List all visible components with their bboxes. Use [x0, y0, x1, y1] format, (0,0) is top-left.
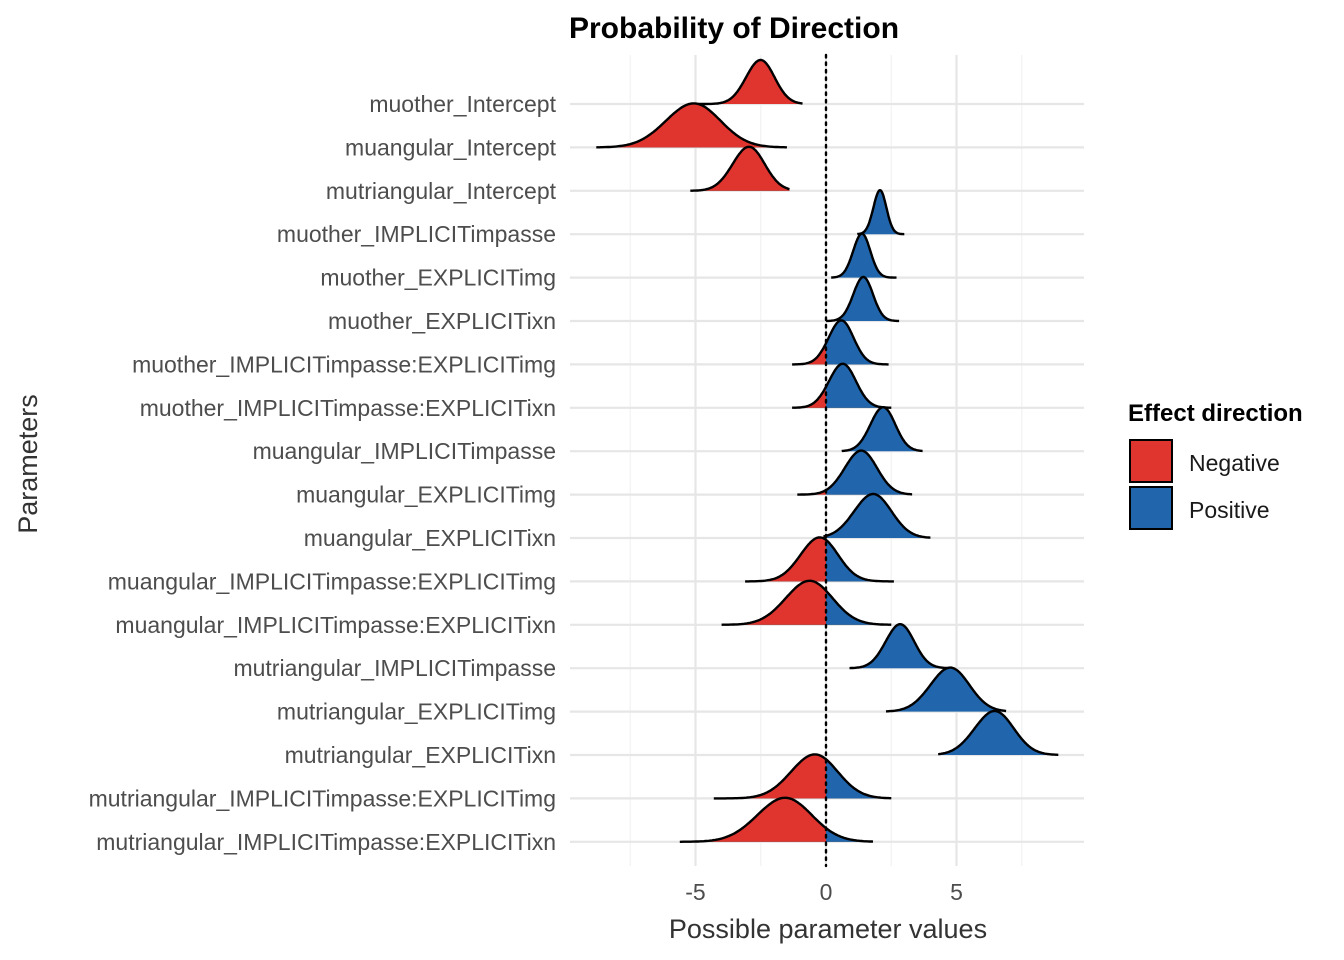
legend-swatch-negative [1129, 439, 1173, 483]
y-tick-label: muother_IMPLICITimpasse:EXPLICITixn [140, 395, 556, 421]
ridge-area-negative [596, 103, 787, 148]
y-tick-label: mutriangular_EXPLICITixn [285, 742, 556, 768]
x-tick-label: -5 [685, 879, 705, 905]
ridge-mutriangular_Intercept [689, 145, 790, 192]
chart-title: Probability of Direction [569, 12, 899, 45]
x-tick-label: 0 [820, 879, 833, 905]
ridge-area-positive [857, 190, 905, 235]
ridge-outline [825, 275, 900, 323]
y-tick-label: muangular_Intercept [345, 134, 557, 160]
ridge-area-negative [690, 146, 790, 191]
x-axis-title: Possible parameter values [669, 914, 987, 944]
ridge-outline [791, 362, 892, 409]
ridge-mutriangular_IMPLICITimpasse [849, 623, 952, 670]
ridge-muother_IMPLICITimpasse:EXPLICITixn [791, 362, 892, 409]
ridge-outline [713, 753, 892, 800]
ridge-muangular_IMPLICITimpasse:EXPLICITixn [721, 579, 892, 626]
ridge-muother_EXPLICITimg [830, 232, 898, 279]
y-tick-label: muangular_IMPLICITimpasse:EXPLICITixn [115, 612, 556, 638]
ridge-mutriangular_IMPLICITimpasse:EXPLICITixn [679, 796, 874, 843]
ridge-area-positive [826, 494, 931, 538]
ridge-muother_IMPLICITimpasse:EXPLICITimg [791, 319, 889, 366]
ridge-muother_IMPLICITimpasse [856, 189, 906, 236]
ridge-muangular_IMPLICITimpasse:EXPLICITimg [745, 536, 894, 583]
ridge-outline [745, 536, 894, 583]
legend-title: Effect direction [1128, 400, 1303, 427]
ridge-mutriangular_IMPLICITimpasse:EXPLICITimg [713, 753, 892, 800]
ridge-muangular_EXPLICITixn [823, 492, 931, 539]
y-axis-tick-labels: muother_Intercept muangular_Interceptmutr… [89, 91, 557, 855]
ridge-area-negative [721, 580, 826, 625]
ridge-outline [885, 666, 1007, 713]
ridge-area-positive [826, 363, 892, 408]
ridge-outline [679, 796, 874, 843]
ridge-outline [823, 492, 931, 539]
ridge-area-positive [826, 590, 892, 625]
ridge-mutriangular_EXPLICITixn [938, 709, 1059, 756]
ridge-area-positive [886, 667, 1007, 712]
legend-swatch-positive [1129, 486, 1173, 530]
ridge-area-positive [849, 624, 952, 669]
ridge-muother_Intercept [697, 58, 803, 106]
ridge-outline [791, 319, 889, 366]
y-tick-label: muangular_EXPLICITimg [296, 482, 556, 508]
ridge-outline [830, 232, 898, 279]
ridge-outline [938, 709, 1059, 756]
y-tick-label: muother_EXPLICITimg [320, 265, 556, 291]
ridge-outline [689, 145, 790, 192]
ridge-area-positive [826, 828, 873, 842]
y-tick-label: muother_EXPLICITixn [328, 308, 556, 334]
ridge-outline [697, 58, 803, 106]
y-axis-title: Parameters [13, 394, 43, 534]
ridge-area-positive [826, 539, 894, 582]
ridge-area-positive [826, 759, 892, 799]
y-tick-label: muangular_IMPLICITimpasse:EXPLICITimg [108, 568, 556, 594]
ridge-area-positive [841, 407, 923, 452]
ridge-outline [856, 189, 906, 236]
y-tick-label: muother_IMPLICITimpasse:EXPLICITimg [132, 351, 556, 377]
y-tick-label: mutriangular_IMPLICITimpasse:EXPLICITimg [89, 785, 556, 811]
y-tick-label: mutriangular_IMPLICITimpasse:EXPLICITixn [96, 829, 556, 855]
y-tick-label: muangular_IMPLICITimpasse [253, 438, 556, 464]
ridge-muangular_IMPLICITimpasse [841, 406, 924, 453]
ridge-muangular_Intercept [596, 102, 787, 149]
ridge-area-positive [831, 233, 897, 278]
ridge-area-negative [792, 343, 826, 365]
y-tick-label: mutriangular_IMPLICITimpasse [233, 655, 556, 681]
ridge-mutriangular_EXPLICITimg [885, 666, 1007, 713]
ridge-outline [841, 406, 924, 453]
legend-label-positive: Positive [1189, 497, 1270, 523]
legend-label-negative: Negative [1189, 450, 1280, 476]
legend: Effect direction Negative Positive [1128, 400, 1303, 530]
ridge-area-positive [826, 320, 889, 365]
ridge-outline [721, 579, 892, 626]
y-tick-label: mutriangular_EXPLICITimg [277, 699, 556, 725]
y-tick-label: muangular_EXPLICITixn [304, 525, 556, 551]
ridge-outline [797, 449, 913, 496]
x-axis-tick-labels: -5 0 5 [685, 879, 963, 905]
ridge-area-negative [792, 386, 826, 408]
ridge-area-positive [826, 450, 913, 495]
ridge-outline [849, 623, 952, 670]
x-tick-label: 5 [950, 879, 963, 905]
ridge-area-negative [745, 537, 826, 582]
density-ridges [596, 58, 1059, 843]
ridge-area-positive [826, 277, 900, 321]
ridge-muangular_EXPLICITimg [797, 449, 913, 496]
ridge-area-positive [938, 711, 1059, 755]
ridge-outline [596, 102, 787, 149]
y-tick-label: muother_IMPLICITimpasse [277, 221, 556, 247]
ridge-muother_EXPLICITixn [825, 275, 900, 323]
y-tick-label: mutriangular_Intercept [326, 178, 557, 204]
y-tick-label: muother_Intercept [369, 91, 556, 117]
ridge-area-negative [698, 60, 803, 104]
